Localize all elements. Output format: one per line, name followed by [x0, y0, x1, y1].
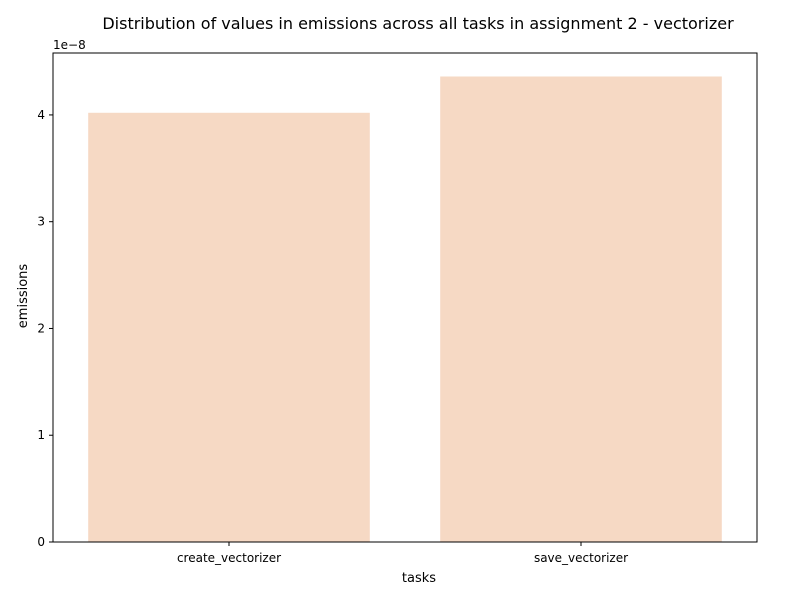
y-tick-label: 2: [37, 321, 45, 335]
y-tick-label: 0: [37, 535, 45, 549]
x-axis-label: tasks: [402, 571, 436, 586]
y-tick-label: 3: [37, 215, 45, 229]
x-tick-label: create_vectorizer: [177, 551, 281, 565]
bar-save_vectorizer: [440, 76, 722, 543]
x-tick-label: save_vectorizer: [534, 551, 628, 565]
bars-group: [88, 76, 722, 543]
bar-create_vectorizer: [88, 112, 370, 542]
y-axis-ticks: 0 1 2 3 4: [37, 108, 53, 549]
y-axis-label: emissions: [16, 264, 31, 329]
y-tick-label: 1: [37, 428, 45, 442]
y-tick-label: 4: [37, 108, 45, 122]
y-axis-offset-label: 1e−8: [53, 38, 86, 52]
plot-frame: [52, 52, 758, 543]
chart-title: Distribution of values in emissions acro…: [102, 14, 734, 33]
x-axis-ticks: create_vectorizer save_vectorizer: [177, 542, 628, 565]
